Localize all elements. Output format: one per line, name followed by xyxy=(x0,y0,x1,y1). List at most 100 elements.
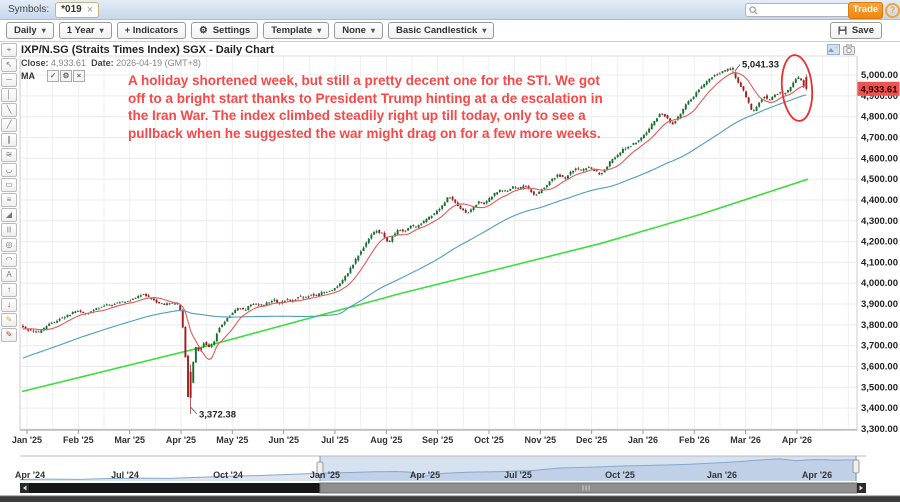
save-button[interactable]: Save xyxy=(829,22,882,39)
svg-text:3,500.00: 3,500.00 xyxy=(861,382,898,393)
chevron-down-icon: ▾ xyxy=(370,26,375,35)
period-dropdown[interactable]: Daily ▾ xyxy=(6,22,54,39)
ma-visible-checkbox[interactable]: ✓ xyxy=(47,70,59,82)
navigator-labels: Apr '24 Jul '24 Oct '24 Jan '25 Apr '25 Jul '… xyxy=(15,470,832,480)
svg-text:Jul '25: Jul '25 xyxy=(504,470,532,480)
svg-text:3,600.00: 3,600.00 xyxy=(861,362,898,373)
peak-value-label: 5,041.33 xyxy=(742,60,779,71)
annotation-line: A holiday shortened week, but still a pr… xyxy=(128,73,600,88)
svg-text:Apr '26: Apr '26 xyxy=(782,435,812,445)
chevron-down-icon: ▾ xyxy=(317,26,322,35)
scroll-right-arrow-glyph xyxy=(859,485,863,491)
svg-text:Jul '24: Jul '24 xyxy=(111,470,139,480)
tool-fib-timezones-icon[interactable]: ||| xyxy=(1,223,17,237)
svg-text:4,500.00: 4,500.00 xyxy=(861,174,898,185)
indicators-button[interactable]: + Indicators xyxy=(116,22,187,39)
navigator-selection[interactable] xyxy=(320,456,856,482)
search-icon xyxy=(749,5,758,15)
y-axis-labels: 3,300.00 3,400.00 3,500.00 3,600.00 3,700.00… xyxy=(861,70,898,435)
svg-text:Mar '25: Mar '25 xyxy=(114,435,145,445)
chart-pane: ⌖ ↖ ─ │ ╲ ╱ ∥ ≋ ◡ ▭ ≡ ◢ ||| ◎ ◠ A ↑ ↓ ✎ ✎ IXP/N.SG (Straits… xyxy=(0,42,900,503)
svg-text:4,400.00: 4,400.00 xyxy=(861,195,898,206)
date-value: 2026-04-19 (GMT+8) xyxy=(116,58,201,68)
svg-text:4,100.00: 4,100.00 xyxy=(861,257,898,268)
svg-text:Apr '25: Apr '25 xyxy=(166,435,196,445)
svg-text:3,700.00: 3,700.00 xyxy=(861,341,898,352)
settings-button[interactable]: ⚙ Settings xyxy=(191,22,259,39)
navigator-left-handle[interactable] xyxy=(316,461,324,476)
range-dropdown[interactable]: 1 Year ▾ xyxy=(58,22,112,39)
tool-arc-down-icon[interactable]: ◡ xyxy=(1,163,17,177)
svg-text:Oct '25: Oct '25 xyxy=(474,435,504,445)
template-dropdown[interactable]: Template ▾ xyxy=(263,22,330,39)
scrollbar-track[interactable] xyxy=(29,483,320,493)
annotation-line: the Iran War. The index climbed steadily… xyxy=(128,108,586,123)
svg-text:4,700.00: 4,700.00 xyxy=(861,132,898,143)
navigator-right-handle[interactable] xyxy=(852,459,860,474)
ma-indicator-row: MA ✓ ⚙ × xyxy=(21,70,85,82)
peak-callout-line xyxy=(734,64,741,72)
trade-button[interactable]: Trade xyxy=(848,2,883,19)
camera-icon[interactable] xyxy=(843,44,855,55)
quote-line: Close: 4,933.61 Date: 2026-04-19 (GMT+8) xyxy=(21,58,201,68)
chevron-down-icon: ▾ xyxy=(99,26,104,35)
svg-text:Aug '25: Aug '25 xyxy=(370,435,402,445)
svg-text:Apr '25: Apr '25 xyxy=(410,470,440,480)
ma-label: MA xyxy=(21,71,35,81)
close-value: 4,933.61 xyxy=(51,58,87,68)
tool-fib-circles-icon[interactable]: ◎ xyxy=(1,238,17,252)
overlay-dropdown[interactable]: None ▾ xyxy=(334,22,383,39)
tool-arrow-up-icon[interactable]: ↑ xyxy=(1,283,17,297)
scroll-left-arrow-glyph xyxy=(23,485,27,491)
tool-horizontal-line-icon[interactable]: ─ xyxy=(1,73,17,87)
svg-text:Oct '25: Oct '25 xyxy=(605,470,635,480)
svg-text:4,600.00: 4,600.00 xyxy=(861,153,898,164)
svg-text:3,800.00: 3,800.00 xyxy=(861,320,898,331)
chart-type-dropdown[interactable]: Basic Candlestick ▾ xyxy=(387,22,495,39)
last-price-tag xyxy=(857,81,900,96)
tool-zigzag-icon[interactable]: ≋ xyxy=(1,148,17,162)
tool-pencil-yellow-icon[interactable]: ✎ xyxy=(1,313,17,327)
symbol-tab-label: *019 xyxy=(61,4,82,15)
search-input[interactable] xyxy=(758,4,842,16)
tool-brush-red-icon[interactable]: ✎ xyxy=(1,328,17,342)
tool-arc-up-icon[interactable]: ◠ xyxy=(1,253,17,267)
svg-text:Jan '26: Jan '26 xyxy=(628,435,658,445)
tool-parallel-channel-icon[interactable]: ∥ xyxy=(1,133,17,147)
tool-select-icon[interactable]: ⌖ xyxy=(1,43,17,57)
symbols-bar: Symbols: *019 × Trade ? xyxy=(0,0,900,20)
tool-rectangle-icon[interactable]: ▭ xyxy=(1,178,17,192)
navigator-line xyxy=(19,458,858,480)
image-export-icon[interactable] xyxy=(827,44,840,55)
tool-fib-retracement-icon[interactable]: ≡ xyxy=(1,193,17,207)
ma-remove-icon[interactable]: × xyxy=(73,70,85,82)
svg-text:Jan '26: Jan '26 xyxy=(707,470,737,480)
navigator-area-fill xyxy=(20,458,857,481)
tool-arrow-down-icon[interactable]: ↓ xyxy=(1,298,17,312)
svg-text:3,300.00: 3,300.00 xyxy=(861,424,898,435)
drawing-tools-palette: ⌖ ↖ ─ │ ╲ ╱ ∥ ≋ ◡ ▭ ≡ ◢ ||| ◎ ◠ A ↑ ↓ ✎ ✎ xyxy=(1,43,17,342)
svg-text:Jun '25: Jun '25 xyxy=(268,435,299,445)
search-box[interactable] xyxy=(745,3,850,17)
tool-trend-line-icon[interactable]: ╲ xyxy=(1,103,17,117)
tool-cursor-icon[interactable]: ↖ xyxy=(1,58,17,72)
svg-text:4,800.00: 4,800.00 xyxy=(861,112,898,123)
symbol-tab[interactable]: *019 × xyxy=(55,1,100,18)
svg-text:Dec '25: Dec '25 xyxy=(576,435,607,445)
tool-fib-fan-icon[interactable]: ◢ xyxy=(1,208,17,222)
help-icon[interactable]: ? xyxy=(885,3,900,18)
close-icon[interactable]: × xyxy=(86,3,94,16)
chevron-down-icon: ▾ xyxy=(482,26,487,35)
svg-text:Jan '25: Jan '25 xyxy=(310,470,340,480)
ma-line xyxy=(22,94,807,359)
chart-toolbar: Daily ▾ 1 Year ▾ + Indicators ⚙ Settings Te… xyxy=(0,20,900,42)
tool-segment-icon[interactable]: ╱ xyxy=(1,118,17,132)
annotation-line: off to a bright start thanks to Presiden… xyxy=(128,90,603,106)
tool-text-icon[interactable]: A xyxy=(1,268,17,282)
low-value-label: 3,372.38 xyxy=(199,410,236,421)
svg-text:Apr '24: Apr '24 xyxy=(15,470,45,480)
svg-text:4,900.00: 4,900.00 xyxy=(861,91,898,102)
analyst-annotation: A holiday shortened week, but still a pr… xyxy=(128,72,648,142)
ma-settings-icon[interactable]: ⚙ xyxy=(60,70,72,82)
tool-vertical-line-icon[interactable]: │ xyxy=(1,88,17,102)
